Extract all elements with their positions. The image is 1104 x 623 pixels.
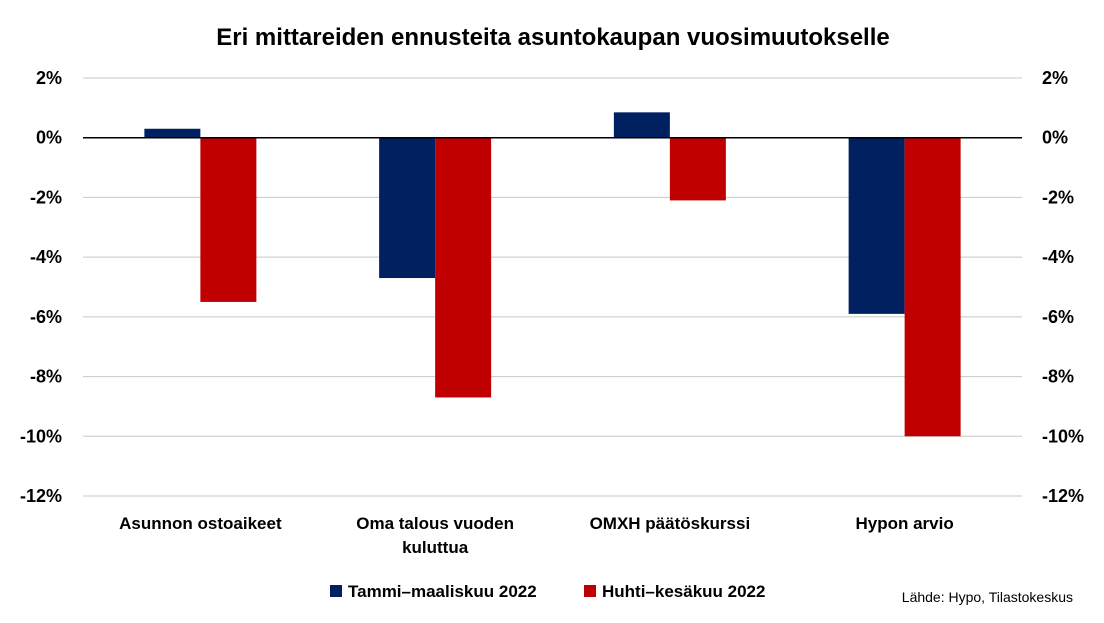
- bar-series-1-category-2: [379, 137, 436, 279]
- y-tick-label-left: -2%: [30, 187, 62, 207]
- bar-series-2-category-3: [669, 137, 726, 201]
- bar-series-1-category-1: [144, 128, 201, 138]
- y-tick-label-left: -6%: [30, 307, 62, 327]
- bar-series-1-category-4: [848, 137, 905, 314]
- y-tick-label-right: -10%: [1042, 426, 1084, 446]
- y-tick-label-right: 0%: [1042, 128, 1068, 148]
- category-label: Asunnon ostoaikeet: [119, 514, 282, 533]
- bar-series-1-category-3: [613, 112, 670, 138]
- y-tick-label-left: 2%: [36, 68, 62, 88]
- bar-series-2-category-2: [435, 137, 492, 398]
- y-tick-label-right: -6%: [1042, 307, 1074, 327]
- y-tick-label-left: -12%: [20, 486, 62, 506]
- y-axis-right-ticks: 2% 0% -2% -4% -6% -8% -10% -12%: [1042, 68, 1084, 506]
- legend-label-series-2: Huhti–kesäkuu 2022: [602, 582, 765, 601]
- y-tick-label-left: 0%: [36, 128, 62, 148]
- y-axis-left-ticks: 2% 0% -2% -4% -6% -8% -10% -12%: [20, 68, 62, 506]
- y-tick-label-left: -4%: [30, 247, 62, 267]
- legend: Tammi–maaliskuu 2022 Huhti–kesäkuu 2022: [330, 582, 765, 601]
- y-tick-label-right: 2%: [1042, 68, 1068, 88]
- category-labels: Asunnon ostoaikeet Oma talous vuoden kulut…: [119, 514, 954, 557]
- y-tick-label-left: -10%: [20, 426, 62, 446]
- legend-swatch-series-2: [584, 585, 596, 597]
- y-tick-label-right: -4%: [1042, 247, 1074, 267]
- chart-title: Eri mittareiden ennusteita asuntokaupan …: [216, 24, 890, 51]
- y-tick-label-left: -8%: [30, 367, 62, 387]
- legend-swatch-series-1: [330, 585, 342, 597]
- category-label: kuluttua: [402, 538, 469, 557]
- y-tick-label-right: -8%: [1042, 367, 1074, 387]
- bars: [144, 112, 961, 437]
- bar-series-2-category-1: [200, 137, 257, 302]
- bar-series-2-category-4: [904, 137, 961, 437]
- category-label: Hypon arvio: [856, 514, 954, 533]
- source-note: Lähde: Hypo, Tilastokeskus: [902, 589, 1073, 605]
- legend-label-series-1: Tammi–maaliskuu 2022: [348, 582, 537, 601]
- category-label: Oma talous vuoden: [356, 514, 514, 533]
- y-tick-label-right: -2%: [1042, 187, 1074, 207]
- category-label: OMXH päätöskurssi: [590, 514, 751, 533]
- y-tick-label-right: -12%: [1042, 486, 1084, 506]
